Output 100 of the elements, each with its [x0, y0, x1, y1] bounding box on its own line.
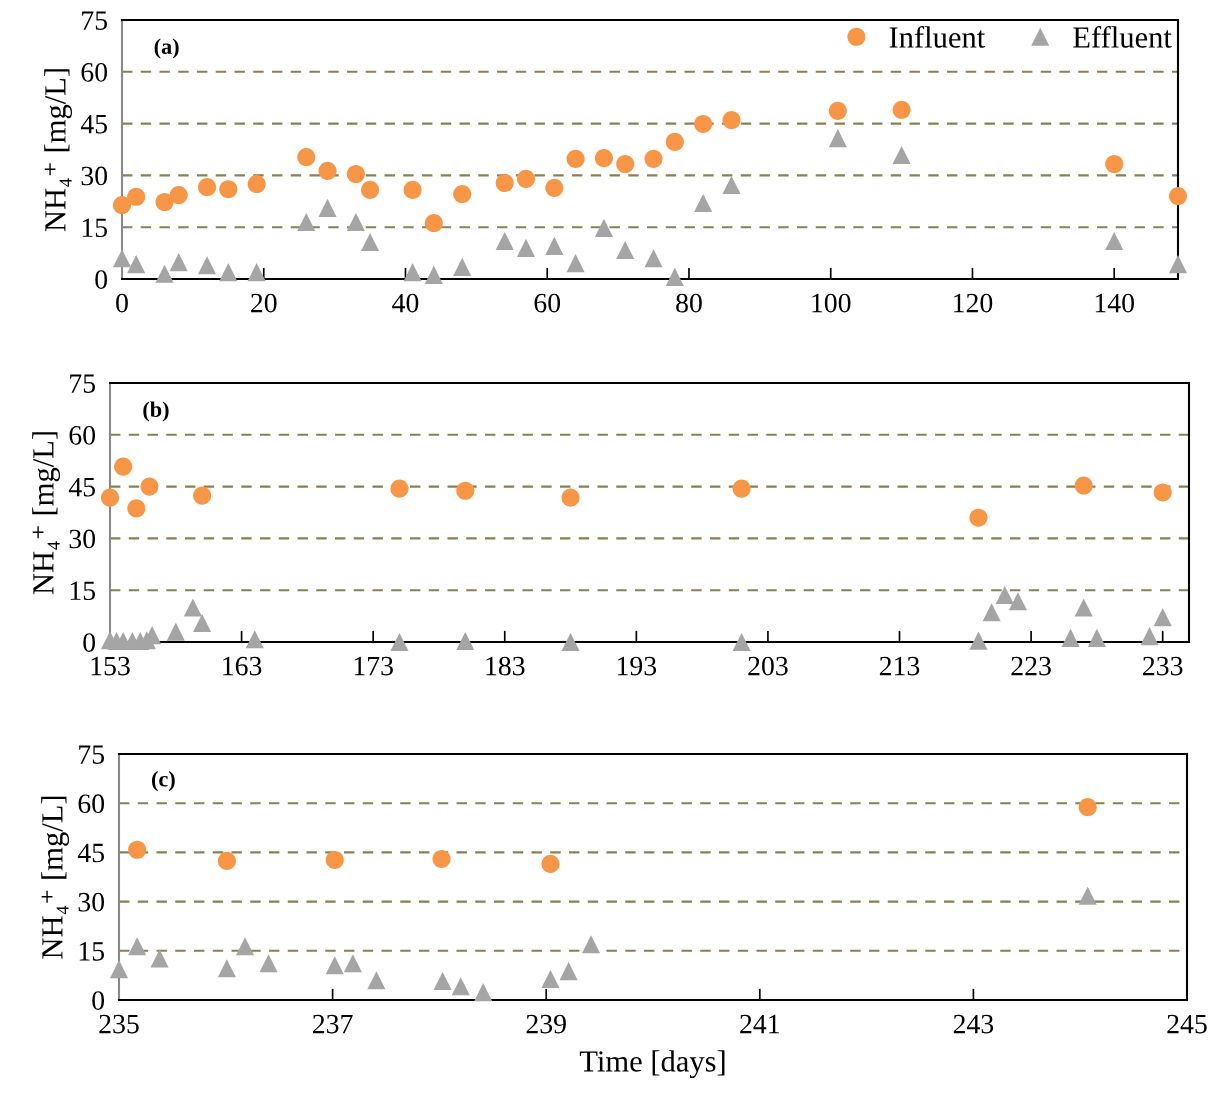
point	[217, 851, 236, 870]
point	[1140, 627, 1159, 646]
x-tick-label: 239	[526, 1014, 566, 1034]
point	[1061, 628, 1080, 647]
x-tick-label: 245	[1167, 1014, 1207, 1034]
point	[247, 174, 266, 194]
point	[219, 180, 238, 199]
point	[325, 956, 344, 975]
point	[1074, 598, 1093, 617]
point	[112, 196, 132, 215]
point	[722, 111, 741, 130]
point	[127, 255, 146, 274]
y-tick-label: 15	[79, 942, 105, 961]
point	[1153, 608, 1172, 627]
point	[403, 180, 422, 199]
point	[566, 149, 585, 168]
x-tick-label: 183	[486, 656, 525, 676]
point	[1105, 231, 1124, 251]
point	[197, 256, 217, 275]
point	[432, 849, 451, 869]
point	[259, 954, 278, 973]
point	[456, 631, 475, 651]
point	[127, 187, 146, 206]
point	[969, 631, 988, 650]
point	[1087, 628, 1106, 647]
point	[516, 238, 536, 257]
point	[433, 971, 452, 991]
y-tick-label: 45	[77, 843, 105, 863]
x-axis-title: Time [days]	[579, 1050, 725, 1078]
point	[390, 479, 409, 498]
point	[456, 481, 475, 500]
y-axis-title: NH₄⁺ [mg/L]	[44, 69, 72, 232]
point	[1105, 154, 1124, 174]
point	[343, 954, 362, 973]
point	[1168, 255, 1188, 274]
point	[1168, 187, 1188, 206]
point	[318, 198, 337, 217]
point	[219, 263, 238, 282]
point	[594, 218, 613, 237]
y-tick-label: 30	[69, 529, 96, 549]
point	[516, 169, 536, 188]
x-tick-label: 80	[676, 293, 702, 313]
x-tick-label: 163	[223, 656, 262, 676]
point	[453, 184, 472, 204]
y-tick-label: 0	[83, 633, 96, 652]
x-tick-label: 233	[1143, 656, 1183, 676]
point	[594, 149, 613, 168]
point	[1008, 592, 1027, 611]
point	[346, 212, 365, 232]
point	[297, 148, 316, 167]
point	[1153, 483, 1172, 502]
point	[616, 240, 635, 260]
point	[155, 192, 174, 212]
y-tick-label: 0	[95, 270, 108, 289]
point	[969, 508, 988, 527]
x-tick-label: 140	[1095, 293, 1134, 313]
point	[1078, 798, 1097, 817]
point	[166, 622, 185, 641]
point	[495, 231, 514, 251]
point	[297, 212, 316, 232]
point	[424, 265, 443, 284]
point	[217, 959, 236, 978]
point	[127, 499, 146, 518]
y-tick-label: 45	[80, 114, 108, 134]
point	[694, 193, 713, 213]
point	[559, 962, 578, 981]
point	[566, 254, 585, 273]
point	[183, 598, 202, 617]
y-tick-label: 60	[81, 62, 108, 82]
annotation: (b)	[143, 401, 169, 422]
point	[390, 632, 409, 652]
point	[694, 114, 713, 133]
y-tick-label: 0	[92, 991, 105, 1010]
point	[995, 585, 1014, 605]
point	[193, 486, 212, 505]
point	[545, 236, 564, 255]
point	[545, 178, 564, 197]
point	[424, 214, 443, 233]
point	[325, 850, 344, 869]
point	[892, 100, 911, 119]
point	[828, 101, 847, 120]
x-tick-label: 223	[1011, 656, 1051, 676]
point	[197, 178, 217, 197]
y-tick-label: 30	[81, 166, 108, 186]
x-tick-label: 241	[740, 1014, 779, 1034]
x-tick-label: 203	[748, 656, 788, 676]
point	[112, 249, 132, 268]
point	[644, 149, 663, 168]
point	[732, 479, 751, 498]
point	[114, 457, 133, 476]
point	[318, 161, 337, 180]
annotation: (a)	[154, 38, 179, 59]
legend-label: Effluent	[1073, 25, 1172, 48]
x-tick-label: 235	[99, 1014, 139, 1034]
y-tick-label: 60	[78, 794, 105, 814]
point	[541, 969, 560, 989]
y-tick-label: 45	[68, 477, 96, 497]
point	[1078, 886, 1097, 905]
point	[245, 630, 264, 649]
point	[582, 935, 601, 954]
